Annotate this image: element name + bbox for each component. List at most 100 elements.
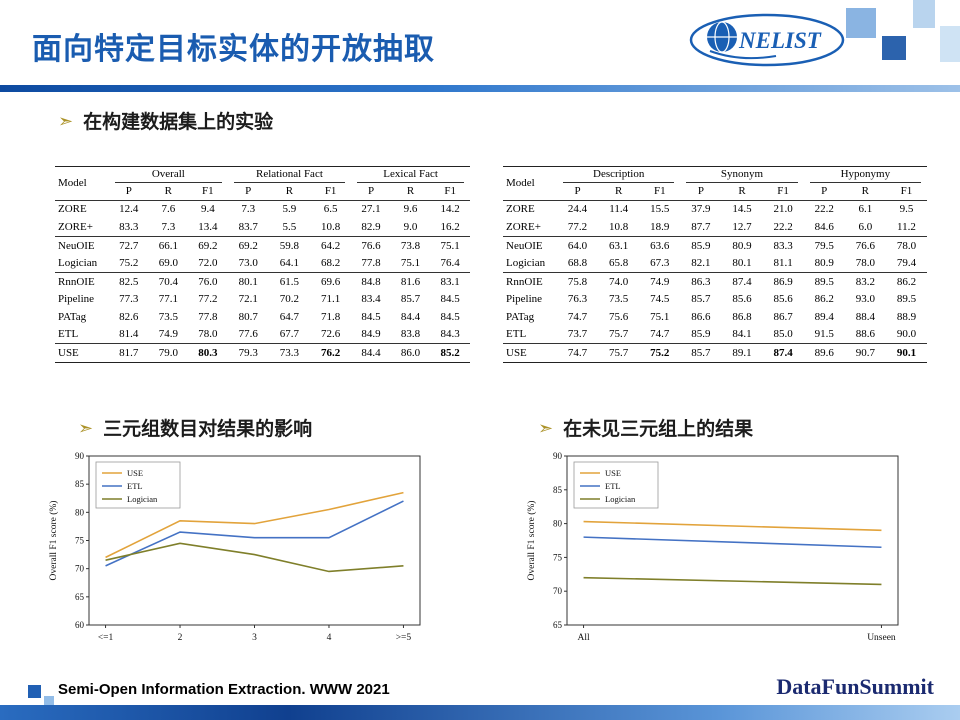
metric-cell: 9.4 bbox=[200, 203, 215, 216]
metric-cell: 84.5 bbox=[440, 310, 460, 323]
taxonomy-results-table: Model Description Synonym Hyponymy P R F1 P R F1 P… bbox=[503, 166, 927, 364]
metric-cell: 85.7 bbox=[400, 293, 421, 306]
metric-cell: 86.3 bbox=[680, 272, 722, 292]
column-header-model: Model bbox=[55, 166, 109, 202]
y-tick-label: 60 bbox=[75, 620, 85, 630]
metric-cell: 88.6 bbox=[855, 327, 875, 340]
model-name: ZORE bbox=[58, 203, 87, 216]
table-row: ZORE 12.4 7.6 9.4 7.3 5.9 6.5 27.1 9.6 14.2 bbox=[55, 201, 470, 219]
metric-cell: 85.0 bbox=[773, 327, 793, 340]
column-subheader: P bbox=[351, 183, 391, 202]
legend-label: USE bbox=[127, 468, 143, 478]
metric-cell: 64.2 bbox=[310, 235, 352, 255]
metric-cell: 74.9 bbox=[639, 272, 681, 292]
metric-cell: 89.4 bbox=[814, 310, 834, 323]
column-group-label: Overall bbox=[115, 168, 222, 184]
metric-cell: 89.6 bbox=[803, 342, 845, 363]
y-tick-label: 65 bbox=[553, 620, 563, 630]
metric-cell: 9.0 bbox=[403, 220, 418, 233]
arrow-bullet-icon: ➣ bbox=[538, 417, 554, 438]
metric-cell: 76.0 bbox=[188, 272, 228, 292]
table-row: USE 81.7 79.0 80.3 79.3 73.3 76.2 84.4 86.0 85.2 bbox=[55, 342, 470, 363]
metric-cell: 77.8 bbox=[361, 256, 381, 269]
metric-cell: 82.9 bbox=[361, 220, 381, 233]
metric-cell: 77.2 bbox=[567, 220, 588, 233]
metric-cell: 78.0 bbox=[885, 235, 927, 255]
metric-cell: 89.1 bbox=[721, 342, 763, 363]
metric-cell: 85.7 bbox=[691, 293, 711, 306]
metric-cell: 68.8 bbox=[567, 256, 588, 269]
series-line-logician bbox=[583, 576, 882, 586]
metric-cell: 73.5 bbox=[158, 310, 178, 323]
metric-cell: 86.2 bbox=[885, 272, 927, 292]
metric-cell: 70.4 bbox=[148, 272, 189, 292]
y-tick-label: 90 bbox=[75, 451, 85, 461]
decor-square bbox=[28, 685, 41, 698]
metric-cell: 83.3 bbox=[119, 220, 139, 233]
metric-cell: 82.6 bbox=[119, 310, 139, 323]
metric-cell: 80.1 bbox=[732, 256, 752, 269]
metric-cell: 76.6 bbox=[351, 235, 391, 255]
x-tick-label: <=1 bbox=[98, 633, 114, 643]
bottom-bar bbox=[0, 705, 960, 720]
metric-cell: 72.0 bbox=[198, 256, 218, 269]
y-tick-label: 75 bbox=[553, 552, 563, 562]
metric-cell: 86.2 bbox=[814, 293, 834, 306]
model-name: ZORE+ bbox=[506, 220, 541, 233]
metric-cell: 85.9 bbox=[680, 235, 722, 255]
metric-cell: 85.6 bbox=[732, 293, 752, 306]
table-row: ZORE 24.4 11.4 15.5 37.9 14.5 21.0 22.2 6.1 9.5 bbox=[503, 201, 927, 219]
series-line-use bbox=[583, 520, 882, 532]
metric-cell: 73.8 bbox=[390, 235, 431, 255]
results-table: Model Description Synonym Hyponymy P R F1 P R F1 P… bbox=[503, 166, 927, 364]
metric-cell: 6.0 bbox=[858, 220, 873, 233]
header-row: Model Overall Relational Fact Lexical Fact bbox=[55, 166, 470, 202]
column-subheader: P bbox=[227, 183, 269, 202]
metric-cell: 91.5 bbox=[814, 327, 834, 340]
x-tick-label: >=5 bbox=[396, 633, 412, 643]
metric-cell: 84.8 bbox=[351, 272, 391, 292]
column-subheader: R bbox=[268, 183, 311, 202]
metric-cell: 21.0 bbox=[773, 203, 793, 216]
model-name: NeuOIE bbox=[503, 235, 557, 255]
metric-cell: 79.3 bbox=[227, 342, 269, 363]
metric-cell: 74.9 bbox=[158, 327, 178, 340]
metric-cell: 18.9 bbox=[650, 220, 670, 233]
column-subheader: P bbox=[680, 183, 722, 202]
metric-cell: 69.0 bbox=[158, 256, 178, 269]
metric-cell: 79.5 bbox=[803, 235, 845, 255]
column-subheader: R bbox=[721, 183, 763, 202]
metric-cell: 76.3 bbox=[567, 293, 588, 306]
metric-cell: 11.2 bbox=[897, 220, 916, 233]
table-row: NeuOIE 64.0 63.1 63.6 85.9 80.9 83.3 79.5 76.6 78… bbox=[503, 235, 927, 255]
metric-cell: 77.3 bbox=[119, 293, 139, 306]
metric-cell: 14.2 bbox=[440, 203, 460, 216]
header-row: Model Description Synonym Hyponymy bbox=[503, 166, 927, 202]
bullet-text: 在未见三元组上的结果 bbox=[563, 419, 754, 440]
metric-cell: 75.2 bbox=[639, 342, 681, 363]
column-subheader: F1 bbox=[430, 183, 470, 202]
y-tick-label: 70 bbox=[75, 564, 85, 574]
column-subheader: P bbox=[109, 183, 149, 202]
subheader-row: P R F1 P R F1 P R F1 bbox=[503, 183, 927, 202]
metric-cell: 61.5 bbox=[268, 272, 311, 292]
metric-cell: 90.0 bbox=[896, 327, 917, 340]
column-subheader: R bbox=[148, 183, 189, 202]
metric-cell: 82.1 bbox=[691, 256, 711, 269]
metric-cell: 73.5 bbox=[609, 293, 629, 306]
metric-cell: 12.4 bbox=[119, 203, 139, 216]
metric-cell: 69.2 bbox=[188, 235, 228, 255]
y-tick-label: 80 bbox=[75, 507, 85, 517]
metric-cell: 80.1 bbox=[227, 272, 269, 292]
metric-cell: 64.7 bbox=[279, 310, 300, 323]
metric-cell: 78.0 bbox=[198, 327, 218, 340]
f1-by-triple-count-chart: 60 65 70 75 80 85 90 <=1 2 3 4 >=5 Overall F1 score … bbox=[48, 451, 421, 643]
table-row: PATag 82.6 73.5 77.8 80.7 64.7 71.8 84.5 84.4 84.… bbox=[55, 309, 470, 326]
metric-cell: 75.8 bbox=[557, 272, 599, 292]
metric-cell: 83.1 bbox=[430, 272, 470, 292]
legend-box bbox=[95, 461, 181, 509]
nelist-logo: NELIST bbox=[688, 12, 846, 73]
y-tick-label: 85 bbox=[553, 485, 563, 495]
metric-cell: 75.2 bbox=[119, 256, 139, 269]
column-subheader: P bbox=[557, 183, 599, 202]
